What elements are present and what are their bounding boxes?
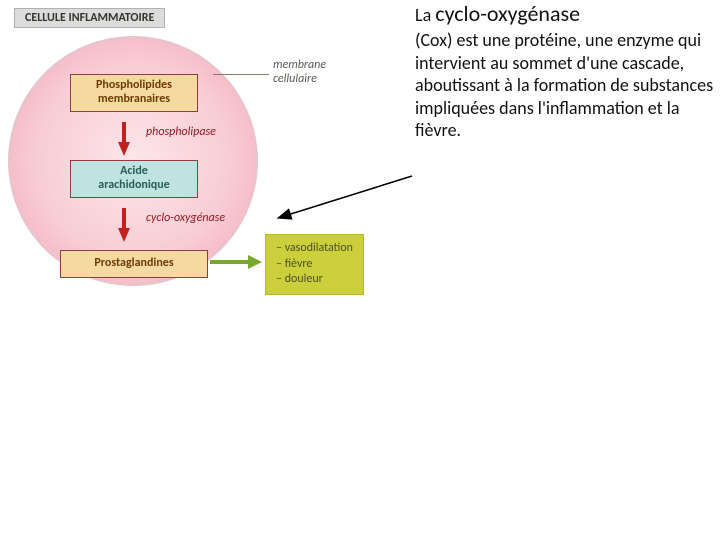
arrow-effects-shaft	[210, 260, 250, 264]
membrane-label-line2: cellulaire	[273, 72, 317, 86]
description-prefix: La	[415, 4, 435, 26]
box-arachidonic-acid: Acide arachidonique	[70, 160, 198, 198]
label-phospholipase: phospholipase	[146, 125, 216, 139]
arrow-effects-head	[248, 255, 262, 269]
label-cyclooxygenase: cyclo-oxygénase	[146, 211, 225, 225]
diagram-title: CELLULE INFLAMMATOIRE	[14, 8, 165, 28]
page-root: CELLULE INFLAMMATOIRE membrane cellulair…	[0, 0, 720, 540]
effect-pain: – douleur	[276, 272, 353, 288]
box3-text: Prostaglandines	[94, 256, 173, 270]
effect-fever: – fièvre	[276, 257, 353, 273]
membrane-label: membrane cellulaire	[273, 59, 326, 87]
membrane-label-line1: membrane	[273, 58, 326, 72]
box2-line1: Acide	[120, 164, 148, 178]
description-block: La cyclo-oxygénase (Cox) est une protéin…	[415, 0, 715, 142]
box2-line2: arachidonique	[98, 178, 169, 192]
box-prostaglandins: Prostaglandines	[60, 250, 208, 278]
description-keyword: cyclo-oxygénase	[435, 0, 580, 27]
arrow-cyclooxygenase	[118, 228, 130, 242]
pointer-arrow-icon	[272, 156, 422, 256]
description-title-line: La cyclo-oxygénase	[415, 0, 715, 27]
box1-line1: Phospholipides	[96, 78, 172, 92]
membrane-leader-line	[213, 74, 269, 75]
box-phospholipids: Phospholipides membranaires	[70, 74, 198, 112]
description-body: (Cox) est une protéine, une enzyme qui i…	[415, 29, 715, 142]
box1-line2: membranaires	[98, 92, 170, 106]
arrow-phospholipase	[118, 142, 130, 156]
